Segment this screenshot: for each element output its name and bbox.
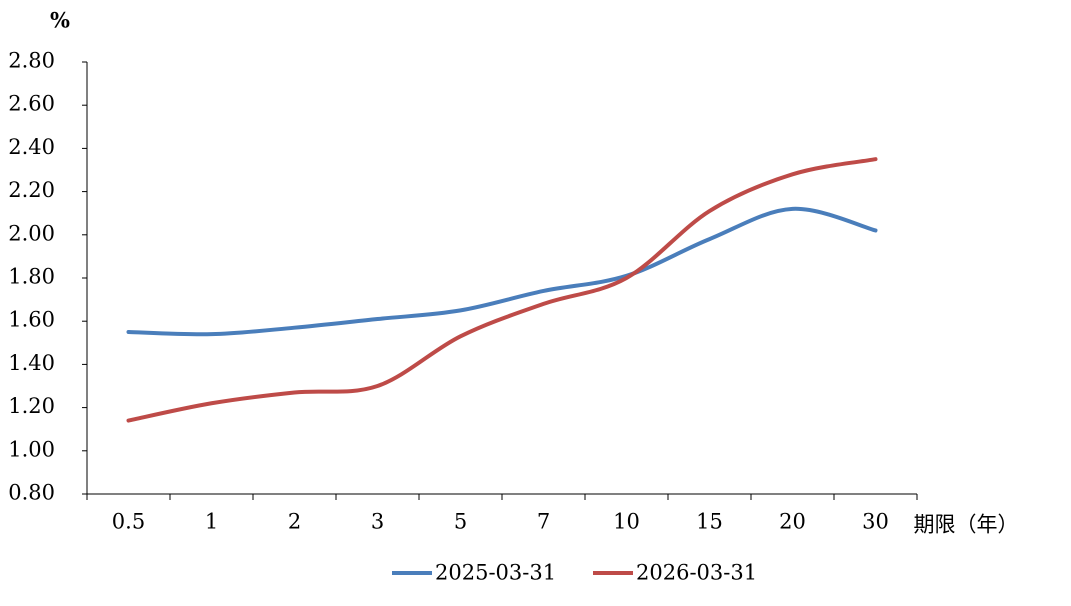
x-tick-label: 20 — [779, 510, 806, 534]
y-tick-label: 2.20 — [8, 178, 55, 202]
x-tick-label: 10 — [613, 510, 640, 534]
x-tick-label: 15 — [696, 510, 723, 534]
y-tick-label: 1.60 — [8, 308, 55, 332]
x-axis-label: 期限（年） — [914, 513, 1019, 537]
y-tick-label: 1.80 — [8, 265, 55, 289]
y-tick-label: 2.80 — [8, 49, 55, 73]
y-tick-label: 2.40 — [8, 135, 55, 159]
x-tick-label: 1 — [205, 510, 218, 534]
y-tick-label: 1.00 — [8, 437, 55, 461]
x-tick-label: 2 — [288, 510, 301, 534]
legend-label: 2025-03-31 — [435, 561, 556, 585]
y-tick-label: 2.60 — [8, 92, 55, 116]
series-line — [126, 206, 878, 337]
y-tick-label: 1.40 — [8, 351, 55, 375]
x-tick-label: 3 — [371, 510, 384, 534]
x-tick-label: 30 — [862, 510, 889, 534]
y-tick-label: 1.20 — [8, 394, 55, 418]
y-tick-label: 2.00 — [8, 221, 55, 245]
series-line — [126, 157, 878, 423]
x-tick-label: 0.5 — [112, 510, 145, 534]
x-tick-label: 5 — [454, 510, 467, 534]
x-tick-label: 7 — [537, 510, 550, 534]
legend-label: 2026-03-31 — [636, 561, 757, 585]
y-tick-label: 0.80 — [8, 481, 55, 505]
y-axis-label: % — [50, 8, 70, 33]
